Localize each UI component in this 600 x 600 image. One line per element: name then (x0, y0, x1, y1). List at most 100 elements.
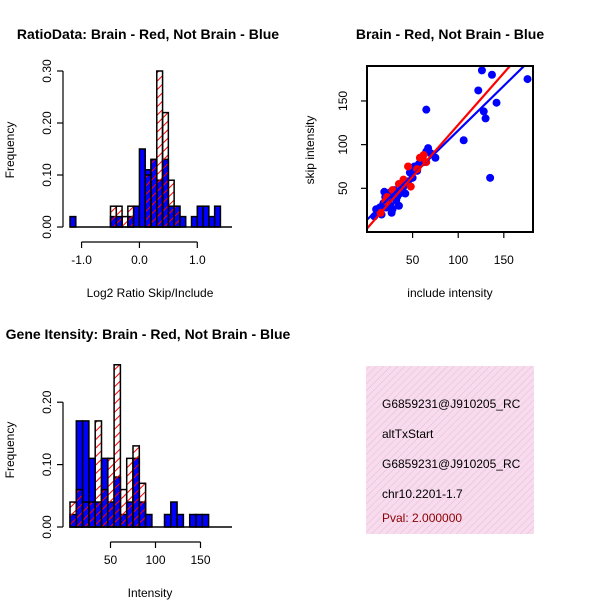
scatter-x-tick-label-2: 150 (494, 253, 514, 267)
scatter-y-tick-label-1: 100 (336, 134, 350, 154)
not-brain-point-40 (477, 66, 486, 75)
ratio-histogram-xlabel: Log2 Ratio Skip/Include (87, 286, 214, 300)
blue-bar-0 (69, 215, 77, 228)
y-tick-label-0: 0.00 (40, 215, 54, 239)
brain-point-6 (404, 162, 413, 171)
blue-bar-5 (138, 148, 146, 228)
red-bar-9 (173, 205, 181, 228)
scatter-title: Brain - Red, Not Brain - Blue (356, 26, 544, 42)
intensity-histogram-title: Gene Itensity: Brain - Red, Not Brain - … (6, 326, 291, 342)
blue-bar-12 (179, 215, 187, 228)
brain-fit-line (367, 66, 512, 230)
ratio-histogram-panel: RatioData: Brain - Red, Not Brain - Blue… (3, 26, 279, 300)
ratio-histogram-axes: 0.00 0.10 0.20 0.30 -1.0 0.0 1.0 (40, 59, 206, 267)
not-brain-point-46 (523, 75, 532, 84)
red-bar-2 (121, 215, 129, 228)
info-panel-background (366, 366, 534, 534)
not-brain-point-20 (394, 201, 403, 210)
not-brain-point-43 (486, 173, 495, 182)
scatter-xlabel: include intensity (407, 286, 492, 300)
brain-point-7 (406, 182, 415, 191)
blue-bar-16 (188, 513, 197, 528)
red-bar-4 (94, 420, 103, 528)
blue-bar-16 (208, 215, 216, 228)
not-brain-point-36 (422, 105, 431, 114)
red-bar-8 (167, 179, 175, 228)
scatter-y-tick-label-2: 150 (336, 91, 350, 111)
blue-bar-15 (176, 513, 185, 528)
scatter-points (367, 66, 532, 230)
y-tick-label-0: 0.00 (40, 515, 54, 539)
red-bar-5 (150, 158, 158, 228)
red-bar-4 (144, 174, 152, 228)
x-tick-label-1: 0.0 (131, 253, 148, 267)
not-brain-fit-line (367, 66, 526, 221)
x-tick-label-1: 100 (145, 553, 165, 567)
info-line-location: chr10.2201-1.7 (382, 487, 463, 501)
intensity-histogram-bars (69, 364, 210, 528)
info-line-pval: Pval: 2.000000 (382, 511, 462, 525)
info-line-gene-id: G6859231@J910205_RC (382, 397, 521, 411)
blue-bar-13 (190, 215, 199, 228)
y-tick-label-2: 0.20 (40, 111, 54, 135)
red-bar-1 (115, 205, 123, 228)
red-bar-3 (127, 205, 135, 228)
y-tick-label-1: 0.10 (40, 163, 54, 187)
not-brain-point-38 (459, 136, 468, 145)
blue-bar-17 (213, 205, 222, 228)
not-brain-point-15 (388, 205, 397, 214)
red-bar-0 (69, 501, 78, 528)
scatter-ylabel: skip intensity (303, 116, 317, 185)
not-brain-point-24 (401, 189, 410, 198)
info-line-gene-id-2: G6859231@J910205_RC (382, 457, 521, 471)
not-brain-point-41 (479, 107, 488, 116)
y-tick-label-2: 0.20 (40, 390, 54, 414)
red-bar-7 (113, 364, 122, 528)
scatter-x-tick-label-1: 100 (448, 253, 468, 267)
blue-bar-14 (170, 501, 178, 528)
red-bar-11 (138, 482, 147, 528)
red-bar-6 (156, 70, 164, 228)
red-bar-5 (100, 488, 109, 528)
red-bar-6 (107, 457, 115, 528)
blue-bar-18 (201, 513, 210, 528)
y-tick-label-1: 0.10 (40, 453, 54, 477)
info-line-event-type: altTxStart (382, 427, 434, 441)
blue-bar-14 (196, 205, 204, 228)
scatter-frame (366, 65, 534, 233)
intensity-histogram-panel: Gene Itensity: Brain - Red, Not Brain - … (3, 326, 291, 600)
scatter-panel: Brain - Red, Not Brain - Blue 50 100 15050… (303, 26, 544, 300)
blue-bar-15 (202, 205, 210, 228)
y-tick-label-3: 0.30 (40, 59, 54, 83)
blue-bar-13 (163, 513, 172, 528)
intensity-histogram-xlabel: Intensity (128, 586, 173, 600)
x-tick-label-2: 1.0 (189, 253, 206, 267)
scatter-y-tick-label-0: 50 (336, 181, 350, 195)
brain-point-10 (419, 151, 428, 160)
ratio-histogram-ylabel: Frequency (3, 122, 17, 179)
ratio-histogram-bars (69, 70, 222, 228)
red-bar-1 (75, 488, 84, 528)
scatter-axes: 50 100 150 50 100 150 (336, 91, 514, 267)
intensity-histogram-axes: 0.00 0.10 0.20 50 100 150 (40, 390, 211, 567)
red-bar-0 (109, 205, 118, 228)
red-bar-8 (119, 488, 128, 528)
ratio-histogram-title: RatioData: Brain - Red, Not Brain - Blue (17, 26, 279, 42)
info-panel: G6859231@J910205_RC altTxStart G6859231@… (366, 366, 534, 534)
x-tick-label-0: -1.0 (71, 253, 92, 267)
not-brain-point-42 (481, 114, 490, 123)
blue-bar-17 (195, 513, 204, 528)
x-tick-label-2: 150 (190, 553, 210, 567)
not-brain-point-39 (474, 86, 483, 95)
scatter-x-tick-label-0: 50 (406, 253, 420, 267)
red-bar-7 (161, 111, 170, 228)
blue-bar-12 (144, 513, 153, 528)
info-panel-clip: G6859231@J910205_RC altTxStart G6859231@… (382, 397, 521, 525)
intensity-histogram-ylabel: Frequency (3, 422, 17, 479)
not-brain-point-45 (492, 98, 501, 107)
not-brain-point-44 (487, 70, 496, 79)
x-tick-label-0: 50 (104, 553, 118, 567)
red-bar-9 (125, 457, 134, 528)
red-bar-3 (88, 501, 96, 528)
